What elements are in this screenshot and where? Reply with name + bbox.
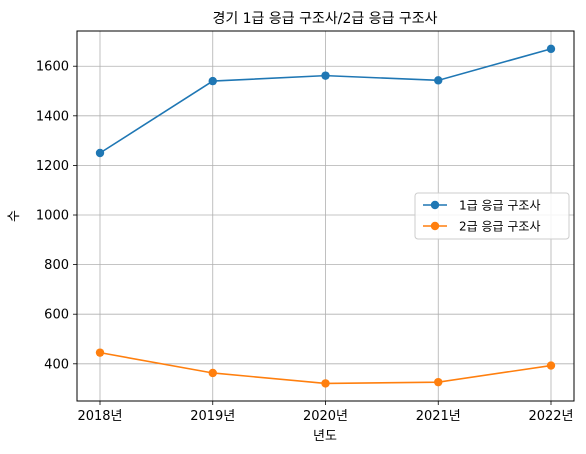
x-tick-label: 2018년: [77, 409, 122, 424]
series-2: [95, 348, 556, 388]
x-tick-label: 2022년: [528, 409, 573, 424]
data-point: [95, 148, 105, 158]
legend-label: 2급 응급 구조사: [459, 220, 541, 234]
data-point: [95, 348, 105, 357]
legend-label: 1급 응급 구조사: [459, 199, 541, 213]
y-tick-label: 1600: [36, 60, 69, 75]
data-point: [208, 76, 217, 86]
x-tick-label: 2019년: [190, 409, 235, 424]
data-point: [321, 71, 330, 80]
data-point: [546, 44, 556, 54]
legend: 1급 응급 구조사 2급 응급 구조사: [414, 192, 570, 240]
y-tick-label: 1000: [36, 209, 69, 224]
x-tick-label: 2020년: [303, 409, 348, 424]
data-point: [208, 368, 217, 378]
x-axis-label: 년도: [313, 429, 337, 444]
y-tick-label: 800: [44, 258, 69, 273]
legend-swatch-marker: [430, 221, 440, 231]
legend-box: [414, 192, 570, 240]
data-point: [546, 361, 556, 370]
axis-ticks: 2018년 2019년 2020년 2021년 2022년 400 600 800 1000 12…: [36, 60, 574, 424]
data-point: [321, 379, 330, 388]
data-point: [434, 76, 443, 85]
series-1: [95, 44, 556, 158]
y-tick-label: 400: [44, 357, 69, 372]
legend-swatch-marker: [430, 200, 440, 210]
x-tick-label: 2021년: [416, 409, 461, 424]
y-tick-label: 1400: [36, 109, 69, 124]
y-axis-label: 수: [7, 210, 22, 222]
y-tick-label: 1200: [36, 159, 69, 174]
y-tick-label: 600: [44, 308, 69, 323]
chart-title: 경기 1급 응급 구조사/2급 응급 구조사: [212, 11, 437, 27]
data-point: [434, 377, 443, 387]
series-group: [95, 44, 556, 388]
